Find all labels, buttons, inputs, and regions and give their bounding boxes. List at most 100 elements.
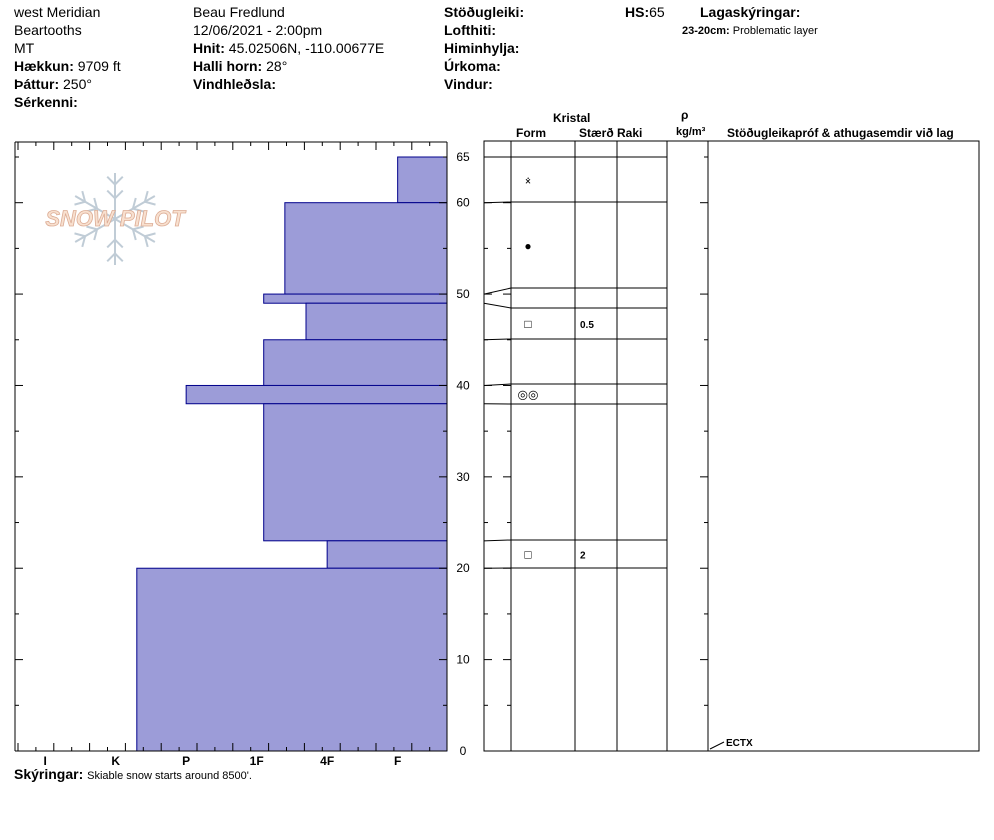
- hardness-layer-bar: [326, 540, 448, 569]
- layer-notes-label: Lagaskýringar:: [700, 4, 801, 20]
- features-label: Sérkenni:: [14, 94, 78, 110]
- slope-angle: Halli horn: 28°: [193, 58, 287, 75]
- snowflake-branch: [106, 176, 116, 186]
- layer-note: 23-20cm: Problematic layer: [682, 23, 818, 40]
- crystal-header: Kristal: [553, 111, 591, 125]
- aspect: Þáttur: 250°: [14, 76, 92, 93]
- snowflake-branch: [93, 197, 99, 209]
- snowflake-branch: [131, 229, 137, 241]
- crystal-form-symbol: ⨰: [524, 173, 531, 187]
- snowflake-arm: [74, 195, 116, 220]
- hardness-category-label: 4F: [320, 754, 334, 768]
- table-border: [483, 140, 980, 752]
- crystal-form-symbol: □: [524, 317, 531, 331]
- elevation: Hækkun: 9709 ft: [14, 58, 121, 75]
- snow-height: HS:65: [625, 4, 665, 21]
- snowflake-branch: [143, 235, 149, 248]
- layer-connector-line: [483, 287, 512, 295]
- hardness-layer-bar: [263, 339, 448, 386]
- snowflake-branch: [114, 189, 124, 200]
- snowflake-branch: [143, 190, 149, 203]
- hardness-layer-bar: [263, 293, 448, 304]
- rho-header: ρ: [681, 108, 689, 122]
- snowflake-arm: [74, 218, 116, 243]
- crystal-table: [483, 140, 980, 752]
- precipitation-label: Úrkoma:: [444, 58, 501, 74]
- elevation-value: 9709 ft: [77, 58, 121, 74]
- stability-test-label: ECTX: [726, 738, 753, 749]
- snowflake-branch: [132, 207, 144, 213]
- snow-height-value: 65: [649, 4, 665, 20]
- snowflake-branch: [74, 232, 86, 238]
- snowflake-branch: [86, 225, 98, 231]
- hardness-category-label: K: [111, 754, 120, 768]
- hardness-category-label: F: [394, 754, 401, 768]
- snowflake-branch: [81, 235, 87, 248]
- snowflake-branch: [106, 189, 116, 200]
- snowflake-branch: [86, 207, 98, 213]
- hardness-layer-bar: [305, 302, 448, 341]
- profile-notes-text: Skiable snow starts around 8500'.: [87, 770, 252, 782]
- snow-height-label: HS:: [625, 4, 650, 20]
- hardness-layer-bar: [136, 567, 448, 752]
- layer-connector-line: [483, 338, 512, 341]
- wind-loading-label: Vindhleðsla:: [193, 76, 276, 92]
- crystal-form-symbol: □: [524, 548, 531, 562]
- snowflake-branch: [114, 252, 124, 262]
- profile-notes-label: Skýringar:: [14, 766, 84, 782]
- tests-header: Stöðugleikapróf & athugasemdir við lag: [727, 126, 954, 140]
- crystal-form-symbol: ◎◎: [518, 388, 539, 402]
- crystal-size-value: 2: [580, 551, 586, 562]
- elevation-label: Hækkun:: [14, 58, 74, 74]
- depth-tick-label: 40: [456, 378, 470, 392]
- stability-label: Stöðugleiki:: [444, 4, 525, 20]
- layer-note-text: Problematic layer: [732, 25, 818, 37]
- hardness-layer-bar: [185, 384, 448, 405]
- depth-tick-label: 50: [456, 287, 470, 301]
- snowflake-branch: [106, 238, 116, 249]
- hardness-layer-bar: [284, 202, 448, 295]
- form-header: Form: [516, 126, 546, 140]
- hardness-layer-bar: [397, 156, 448, 204]
- snowflake-branch: [144, 200, 156, 206]
- hardness-plot-frame: [14, 141, 448, 752]
- hardness-category-label: P: [182, 754, 190, 768]
- crystal-form-symbol: ●: [524, 239, 531, 253]
- coordinates-label: Hnit:: [193, 40, 225, 56]
- depth-tick-label: 20: [456, 561, 470, 575]
- observation-datetime: 12/06/2021 - 2:00pm: [193, 22, 323, 38]
- aspect-value: 250°: [63, 76, 92, 92]
- snowflake-branch: [114, 238, 124, 249]
- observer-name: Beau Fredlund: [193, 4, 285, 20]
- snowpilot-logo: SNOW PILOT: [45, 173, 187, 265]
- depth-tick-label: 65: [456, 150, 470, 164]
- hardness-category-label: I: [43, 754, 46, 768]
- moisture-header: Raki: [617, 126, 643, 140]
- mountain-range: Beartooths: [14, 22, 82, 38]
- depth-tick-label: 10: [456, 653, 470, 667]
- snowflake-branch: [93, 229, 99, 241]
- depth-tick-label: 30: [456, 470, 470, 484]
- snowflake-branch: [144, 232, 156, 238]
- snowflake-branch: [114, 176, 124, 186]
- layer-connector-line: [483, 383, 512, 386]
- state: MT: [14, 40, 35, 56]
- slope-angle-label: Halli horn:: [193, 58, 263, 74]
- profile-notes: Skýringar: Skiable snow starts around 85…: [14, 766, 252, 785]
- snowflake-branch: [132, 225, 144, 231]
- air-temp-label: Lofthiti:: [444, 22, 497, 38]
- depth-tick-label: 0: [460, 744, 467, 758]
- snowflake-arm: [114, 218, 156, 243]
- layer-connector-line: [483, 201, 512, 204]
- hardness-layer-bar: [263, 403, 448, 542]
- snowflake-branch: [106, 252, 116, 262]
- slope-angle-value: 28°: [266, 58, 288, 74]
- layer-connector-line: [483, 302, 512, 309]
- sky-cover-label: Himinhylja:: [444, 40, 520, 56]
- density-unit-header: kg/m³: [676, 126, 706, 138]
- depth-tick-label: 60: [456, 196, 470, 210]
- test-pointer-line: [709, 741, 725, 750]
- hardness-category-label: 1F: [250, 754, 264, 768]
- coordinates: Hnit: 45.02506N, -110.00677E: [193, 40, 384, 57]
